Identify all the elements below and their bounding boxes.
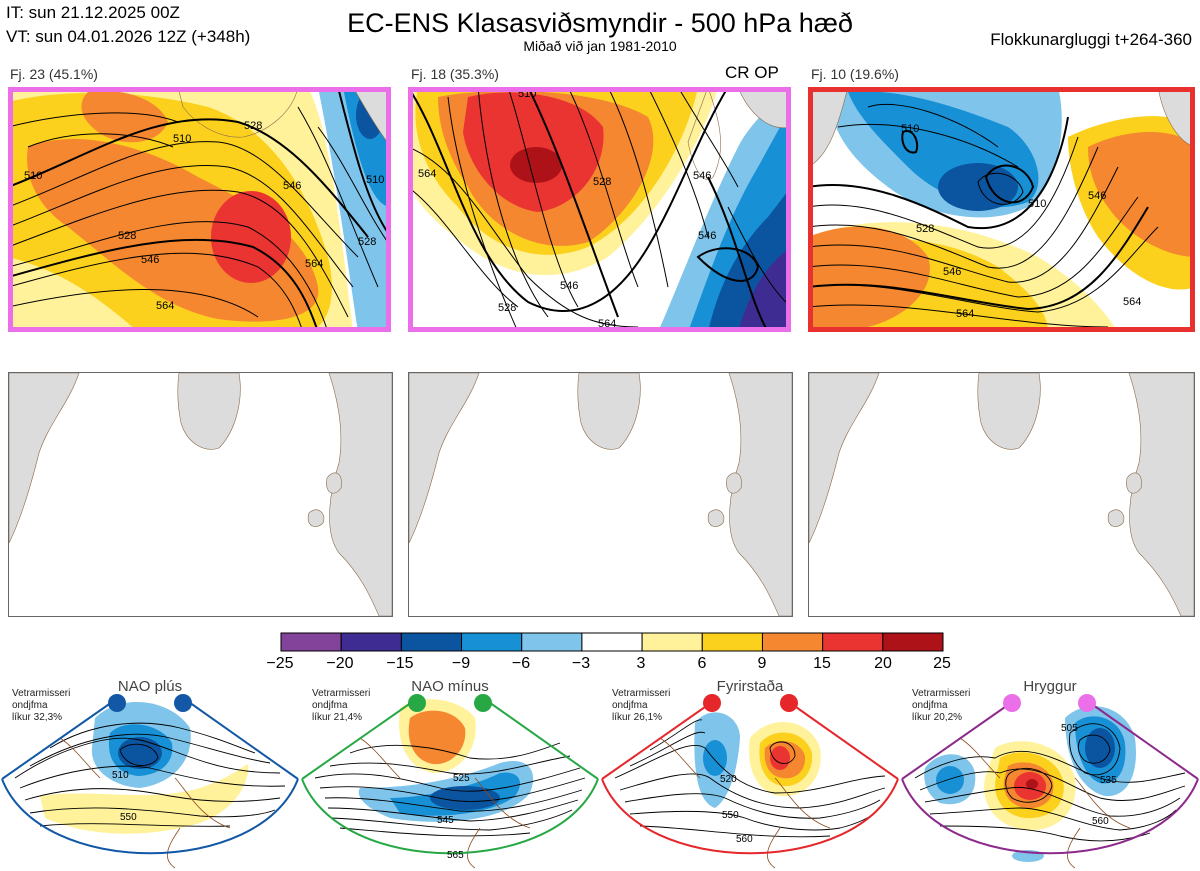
regime-blocking: 520 550 560 Fyrirstaða Vetrarmisseri ondj… <box>600 678 900 871</box>
regime-contour-label: 505 <box>1061 723 1078 734</box>
colorbar-cell <box>882 632 944 652</box>
regime-contour-label: 565 <box>447 850 464 861</box>
cluster-1-contour-label: 546 <box>283 180 301 192</box>
cluster-2-map: 528 546 564 546 528 510 546 564 <box>408 87 791 332</box>
regime-contour-label: 520 <box>720 774 737 785</box>
colorbar-cell <box>521 632 583 652</box>
regime-dot <box>474 694 492 712</box>
initial-time: IT: sun 21.12.2025 00Z <box>6 3 180 22</box>
colorbar-tick: −9 <box>451 655 471 672</box>
regime-title: NAO mínus <box>411 678 489 695</box>
base-map-1 <box>8 372 393 617</box>
colorbar-tick: 9 <box>757 655 767 672</box>
cluster-3-contour-label: 510 <box>901 123 919 135</box>
colorbar-cell <box>280 632 342 652</box>
regime-dot <box>174 694 192 712</box>
page-subtitle: Miðað við jan 1981-2010 <box>523 38 677 54</box>
cluster-1-contour-label: 528 <box>118 230 136 242</box>
colorbar-cell <box>340 632 402 652</box>
cluster-2-contour-label: 528 <box>593 176 611 188</box>
cluster-3-contour-label: 546 <box>943 266 961 278</box>
cluster-2-contour-label: 546 <box>693 170 711 182</box>
colorbar-cell <box>641 632 703 652</box>
regime-dot <box>780 694 798 712</box>
regime-dot <box>408 694 426 712</box>
regime-nao-minus: 525 545 565 NAO mínus Vetrarmisseri ondjf… <box>300 678 600 871</box>
regime-contour-label: 545 <box>437 815 454 826</box>
regime-info: Vetrarmisseri ondjfma líkur 20,2% <box>912 688 971 723</box>
regime-contour-label: 525 <box>453 773 470 784</box>
cluster-1-contour-label: 528 <box>244 120 262 132</box>
cluster-1-contour-label: 510 <box>173 133 191 145</box>
cluster-1-contour-label: 546 <box>141 254 159 266</box>
regime-contour-label: 550 <box>120 812 137 823</box>
cluster-1-contour-label: 528 <box>358 236 376 248</box>
cluster-2-contour-label: 528 <box>498 302 516 314</box>
regime-info: Vetrarmisseri ondjfma líkur 21,4% <box>312 688 371 723</box>
colorbar-tick: 20 <box>874 655 892 672</box>
colorbar-tick: 3 <box>636 655 646 672</box>
base-map-1-land <box>9 373 392 616</box>
base-map-3 <box>808 372 1195 617</box>
cluster-3-contour-label: 510 <box>1028 198 1046 210</box>
cluster-2-contour-label: 546 <box>698 230 716 242</box>
page-title: EC-ENS Klasasviðsmyndir - 500 hPa hæð <box>347 8 853 38</box>
colorbar-tick: −6 <box>511 655 531 672</box>
cluster-2-contour-label: 564 <box>418 168 436 180</box>
regime-contour-label: 550 <box>722 810 739 821</box>
colorbar-cell <box>461 632 523 652</box>
cr-op-label: CR OP <box>725 63 779 82</box>
regime-title: NAO plús <box>117 678 183 695</box>
cluster-3-contour-label: 564 <box>956 308 974 320</box>
base-map-2 <box>408 372 793 617</box>
base-map-2-land <box>409 373 792 616</box>
colorbar-tick: 15 <box>813 655 831 672</box>
regime-info: Vetrarmisseri ondjfma líkur 32,3% <box>12 688 71 723</box>
colorbar-cell <box>400 632 463 652</box>
cluster-1-contour-label: 510 <box>366 174 384 186</box>
colorbar-cell <box>761 632 824 652</box>
cluster-3-frame <box>808 87 1195 332</box>
cluster-2-label: Fj. 18 (35.3%) <box>411 66 499 82</box>
colorbar-tick: −3 <box>571 655 591 672</box>
colorbar-tick: −25 <box>266 655 294 672</box>
regime-info: Vetrarmisseri ondjfma líkur 26,1% <box>612 688 671 723</box>
base-map-3-land <box>809 373 1194 616</box>
regime-dot <box>1003 694 1021 712</box>
cluster-3-contour-label: 528 <box>916 223 934 235</box>
cluster-2-contour-label: 546 <box>560 280 578 292</box>
colorbar-tick: −20 <box>326 655 354 672</box>
cluster-3-label: Fj. 10 (19.6%) <box>811 66 899 82</box>
regime-title: Hryggur <box>1023 678 1077 695</box>
regime-dot <box>703 694 721 712</box>
cluster-1-label: Fj. 23 (45.1%) <box>10 66 98 82</box>
cluster-3-map: 510 528 546 564 510 546 564 <box>808 87 1195 332</box>
cluster-3-contour-label: 564 <box>1123 296 1141 308</box>
colorbar <box>280 632 944 652</box>
regime-contour-label: 560 <box>1092 816 1109 827</box>
cluster-1-frame <box>8 87 391 332</box>
cluster-1-map: 510 528 546 564 510 528 546 564 510 528 <box>8 87 391 332</box>
regime-contour-label: 510 <box>112 770 129 781</box>
valid-time: VT: sun 04.01.2026 12Z (+348h) <box>6 27 251 46</box>
cluster-1-contour-label: 510 <box>24 170 42 182</box>
cluster-window-label: Flokkunargluggi t+264-360 <box>990 30 1192 49</box>
colorbar-cell <box>701 632 763 652</box>
regime-ridge: 505 535 560 Hryggur Vetrarmisseri ondjfma… <box>900 678 1200 871</box>
regime-dot <box>1078 694 1096 712</box>
colorbar-cell <box>581 632 643 652</box>
colorbar-tick: −15 <box>386 655 414 672</box>
colorbar-tick: 6 <box>697 655 707 672</box>
regime-nao-plus: 510 550 NAO plús Vetrarmisseri ondjfma lík… <box>0 678 300 871</box>
colorbar-cell <box>822 632 884 652</box>
cluster-2-frame <box>408 87 791 332</box>
regime-title: Fyrirstaða <box>716 678 784 695</box>
cluster-1-contour-label: 564 <box>156 300 174 312</box>
cluster-3-contour-label: 546 <box>1088 190 1106 202</box>
regime-dot <box>108 694 126 712</box>
regime-contour-label: 535 <box>1100 775 1117 786</box>
regime-contour-label: 560 <box>736 834 753 845</box>
cluster-1-contour-label: 564 <box>305 258 323 270</box>
colorbar-tick: 25 <box>933 655 951 672</box>
